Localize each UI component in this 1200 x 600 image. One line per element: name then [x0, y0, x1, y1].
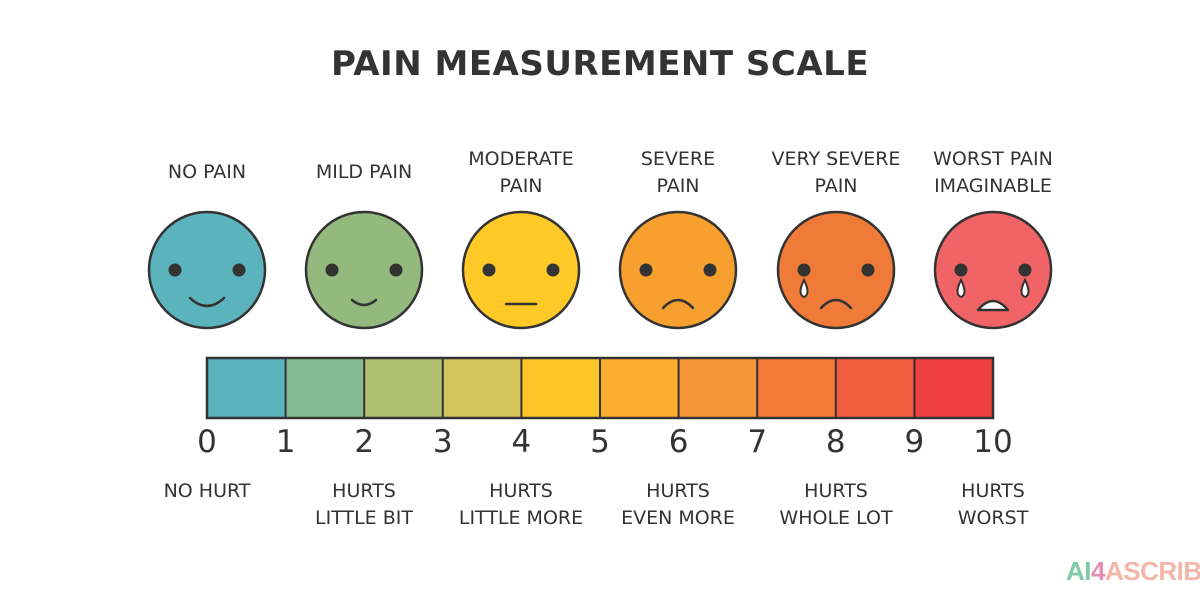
scale-segment-8: [835, 358, 915, 418]
face-eye-left: [797, 263, 811, 277]
scale-segment-7: [757, 358, 836, 418]
face-eye-left: [325, 263, 339, 277]
scale-segment-9: [914, 358, 993, 418]
face-eye-right: [861, 263, 875, 277]
face-mouth: [819, 298, 853, 310]
scale-bar: [205, 356, 995, 420]
scale-segment-1: [285, 358, 365, 418]
face-label-2: MODERATE PAIN: [468, 148, 574, 197]
description-label-3: HURTS EVEN MORE: [621, 480, 735, 529]
brand-part-3: ASCRIBE: [1104, 556, 1200, 586]
scale-number-6: 6: [668, 424, 689, 460]
face-label-0: NO PAIN: [167, 161, 247, 183]
tear-icon: [799, 277, 809, 299]
face-eye-right: [546, 263, 560, 277]
page-title: PAIN MEASUREMENT SCALE: [330, 44, 870, 84]
face-eye-right: [232, 263, 246, 277]
face-4: [776, 210, 896, 330]
face-eye-left: [482, 263, 496, 277]
face-label-4: VERY SEVERE PAIN: [771, 148, 901, 197]
face-circle: [147, 210, 267, 330]
face-circle: [461, 210, 581, 330]
scale-number-7: 7: [747, 424, 768, 460]
description-label-1: HURTS LITTLE BIT: [315, 480, 413, 529]
face-eye-left: [954, 263, 968, 277]
scale-number-9: 9: [904, 424, 925, 460]
brand-logo: AI4ASCRIBE: [1066, 556, 1200, 587]
scale-number-0: 0: [197, 424, 217, 460]
face-circle: [776, 210, 896, 330]
face-eye-right: [1018, 263, 1032, 277]
face-eye-left: [168, 263, 182, 277]
description-label-4: HURTS WHOLE LOT: [779, 480, 893, 529]
face-eye-left: [639, 263, 653, 277]
face-2: [461, 210, 581, 330]
faces-group: [147, 210, 1053, 330]
scale-number-10: 10: [973, 424, 1013, 460]
tear-icon: [1020, 277, 1030, 299]
face-label-3: SEVERE PAIN: [640, 148, 716, 197]
scale-segment-6: [678, 358, 758, 418]
face-mouth: [661, 298, 695, 310]
face-0: [147, 210, 267, 330]
brand-part-1: AI: [1066, 556, 1092, 586]
description-label-2: HURTS LITTLE MORE: [458, 480, 584, 529]
face-label-1: MILD PAIN: [315, 161, 413, 183]
scale-segment-3: [442, 358, 522, 418]
face-5: [933, 210, 1053, 330]
description-label-5: HURTS WORST: [957, 480, 1029, 529]
face-mouth: [188, 296, 226, 308]
scale-number-5: 5: [590, 424, 610, 460]
face-1: [304, 210, 424, 330]
brand-part-2: 4: [1091, 556, 1105, 586]
face-eye-right: [703, 263, 717, 277]
face-mouth: [350, 298, 378, 307]
face-3: [618, 210, 738, 330]
face-circle: [618, 210, 738, 330]
scale-number-2: 2: [354, 424, 375, 460]
scale-number-8: 8: [825, 424, 846, 460]
scale-segment-5: [600, 358, 679, 418]
scale-number-3: 3: [432, 424, 453, 460]
scale-number-4: 4: [511, 424, 532, 460]
face-eye-right: [389, 263, 403, 277]
tear-icon: [956, 277, 966, 299]
scale-segment-2: [364, 358, 443, 418]
face-label-5: WORST PAIN IMAGINABLE: [933, 148, 1053, 197]
face-mouth: [976, 299, 1010, 312]
face-circle: [304, 210, 424, 330]
face-circle: [933, 210, 1053, 330]
scale-segment-0: [207, 358, 286, 418]
scale-segment-4: [521, 358, 600, 418]
scale-number-1: 1: [275, 424, 296, 460]
description-label-0: NO HURT: [163, 480, 251, 502]
